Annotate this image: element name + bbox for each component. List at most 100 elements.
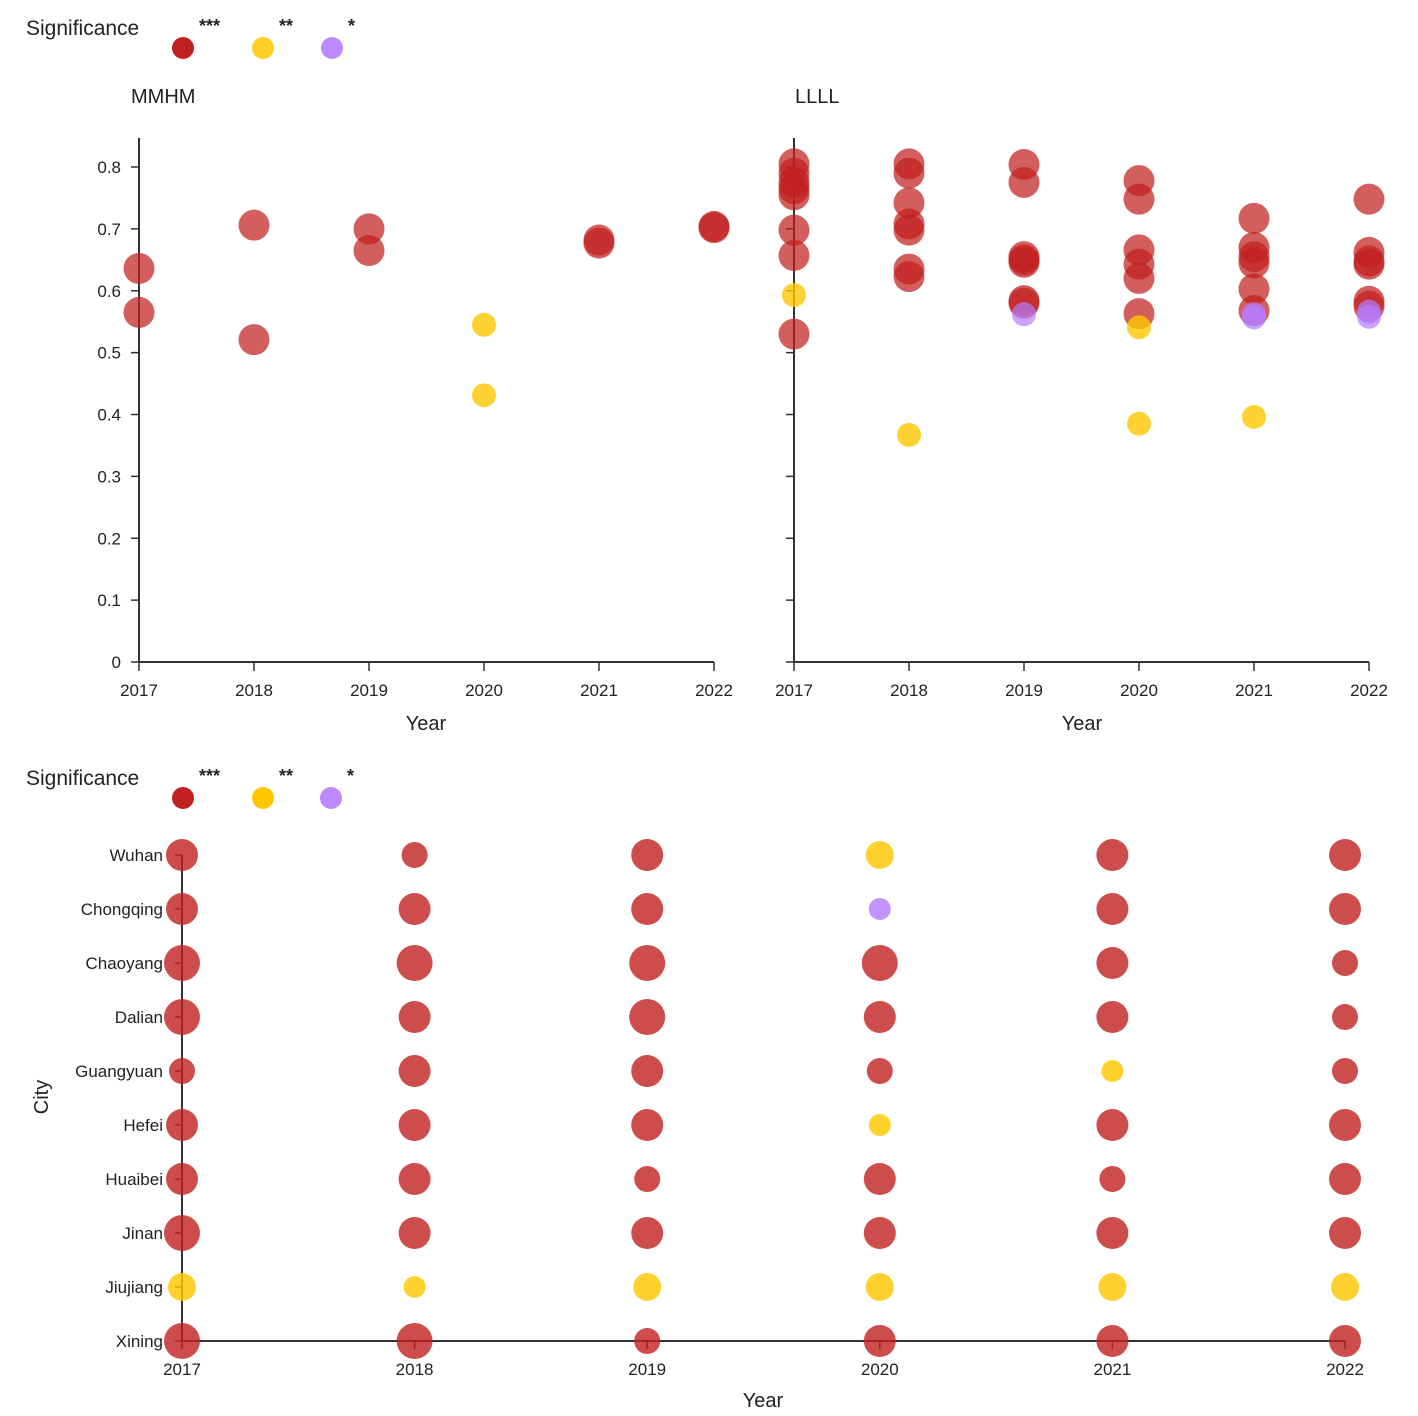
mmhm-x-tick-label: 2019: [350, 681, 388, 700]
city-x-tick-label: 2022: [1326, 1360, 1364, 1379]
llll-x-tick-label: 2022: [1350, 681, 1388, 700]
city-point: [631, 1109, 664, 1141]
city-point: [398, 1217, 431, 1249]
legend-top: Significance *** ** *: [26, 16, 355, 59]
city-point: [866, 1058, 893, 1084]
city-point: [861, 945, 898, 981]
legend-label-p2-bottom: **: [279, 766, 293, 786]
city-point: [631, 893, 664, 925]
mmhm-y-tick-label: 0.7: [97, 220, 121, 239]
mmhm-point: [472, 312, 496, 337]
legend-marker-p3-bottom: [172, 787, 194, 809]
city-point: [1331, 1273, 1359, 1301]
llll-x-tick-label: 2021: [1235, 681, 1273, 700]
city-label: Huaibei: [105, 1170, 163, 1189]
city-point: [396, 1323, 433, 1359]
llll-point: [1123, 262, 1155, 294]
city-point: [1099, 1166, 1126, 1192]
legend-marker-p1: [321, 37, 343, 59]
llll-point: [1008, 166, 1040, 198]
city-point: [1329, 1217, 1361, 1249]
llll-x-tick-label: 2019: [1005, 681, 1043, 700]
city-label: Chongqing: [81, 900, 163, 919]
legend-marker-p3: [172, 37, 194, 59]
city-label: Jinan: [122, 1224, 163, 1243]
mmhm-y-tick-label: 0.1: [97, 591, 121, 610]
city-point: [396, 945, 433, 981]
llll-point: [893, 261, 925, 293]
llll-x-tick-label: 2020: [1120, 681, 1158, 700]
llll-points: [778, 148, 1385, 447]
city-points: [164, 839, 1361, 1359]
llll-point: [1238, 273, 1270, 305]
city-point: [633, 1273, 662, 1301]
city-point: [168, 1273, 196, 1301]
legend-label-p1-bottom: *: [347, 766, 354, 786]
city-point: [1096, 947, 1129, 979]
llll-point: [1353, 248, 1385, 280]
mmhm-y-tick-label: 0.2: [97, 529, 121, 548]
city-label: Xining: [116, 1332, 163, 1351]
mmhm-point: [238, 324, 270, 356]
legend-label-p1: *: [348, 16, 355, 36]
city-point: [1329, 1163, 1361, 1195]
city-point: [1329, 1109, 1361, 1141]
legend-title-bottom: Significance: [26, 767, 139, 790]
mmhm-y-tick-label: 0.3: [97, 467, 121, 486]
city-point: [398, 893, 431, 925]
legend-title: Significance: [26, 17, 139, 40]
mmhm-x-axis-title: Year: [406, 713, 447, 735]
mmhm-y-tick-label: 0.4: [97, 406, 121, 425]
city-point: [401, 842, 428, 868]
city-point: [1096, 1109, 1129, 1141]
city-point: [166, 1163, 198, 1195]
city-point: [1329, 839, 1361, 871]
mmhm-x-tick-label: 2020: [465, 681, 503, 700]
city-point: [1332, 950, 1358, 976]
city-point: [164, 945, 200, 981]
legend-label-p3-bottom: ***: [199, 766, 220, 786]
mmhm-x-tick-label: 2021: [580, 681, 618, 700]
city-point: [164, 999, 200, 1035]
city-y-axis-title: City: [31, 1080, 53, 1114]
llll-point: [1242, 305, 1266, 330]
panel-title-mmhm: MMHM: [131, 86, 195, 108]
mmhm-y-tick-label: 0.6: [97, 282, 121, 301]
mmhm-y-tick-label: 0: [112, 653, 121, 672]
mmhm-point: [472, 383, 496, 408]
city-point: [398, 1001, 431, 1033]
mmhm-point: [238, 209, 270, 241]
city-point: [1096, 893, 1129, 925]
city-axes: [181, 855, 1345, 1342]
llll-point: [782, 283, 806, 308]
city-label: Chaoyang: [85, 954, 163, 973]
mmhm-point: [123, 252, 155, 284]
city-point: [1098, 1273, 1127, 1301]
llll-point: [778, 214, 810, 246]
city-x-tick-label: 2021: [1093, 1360, 1131, 1379]
city-point: [1332, 1004, 1358, 1030]
mmhm-axes: [138, 138, 714, 663]
city-point: [398, 1163, 431, 1195]
city-point: [868, 1114, 891, 1136]
city-point: [1096, 1217, 1129, 1249]
llll-axes: [793, 138, 1369, 663]
llll-point: [778, 179, 810, 211]
legend-label-p3: ***: [199, 16, 220, 36]
llll-point: [1242, 404, 1266, 429]
city-point: [166, 1109, 198, 1141]
city-point: [863, 1001, 896, 1033]
mmhm-y-tick-label: 0.8: [97, 158, 121, 177]
city-point: [1096, 839, 1129, 871]
panel-title-llll: LLLL: [795, 86, 840, 108]
city-point: [631, 1217, 664, 1249]
llll-point: [1123, 183, 1155, 215]
city-point: [169, 1058, 195, 1084]
mmhm-point: [353, 213, 385, 245]
city-point: [403, 1276, 426, 1298]
mmhm-x-tick-label: 2022: [695, 681, 733, 700]
city-label: Dalian: [115, 1008, 163, 1027]
city-point: [166, 893, 198, 925]
city-point: [398, 1055, 431, 1087]
city-x-tick-label: 2018: [396, 1360, 434, 1379]
